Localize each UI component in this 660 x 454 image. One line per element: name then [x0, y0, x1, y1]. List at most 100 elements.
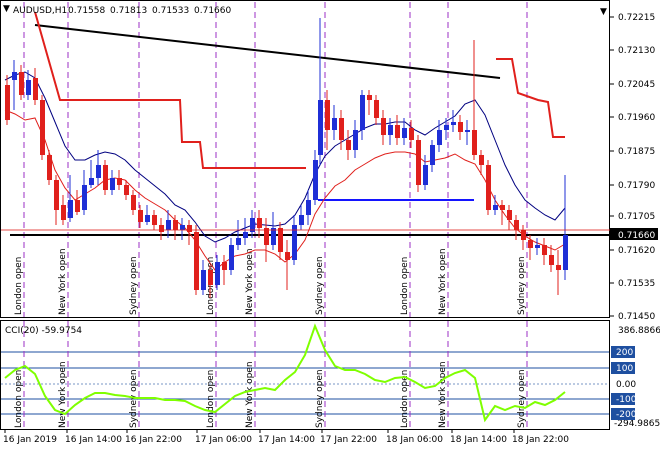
- candle[interactable]: [26, 70, 31, 100]
- candle[interactable]: [271, 212, 276, 250]
- candle[interactable]: [444, 118, 449, 140]
- candle[interactable]: [12, 60, 17, 110]
- candle[interactable]: [423, 155, 428, 190]
- candle[interactable]: [68, 175, 73, 222]
- candle[interactable]: [486, 160, 491, 215]
- candle[interactable]: [542, 238, 547, 265]
- candle[interactable]: [332, 105, 337, 140]
- candle[interactable]: [374, 95, 379, 125]
- candle[interactable]: [430, 140, 435, 172]
- cci-tick-label: -200: [616, 410, 637, 420]
- candles[interactable]: [5, 18, 568, 298]
- candle[interactable]: [278, 222, 283, 260]
- candle[interactable]: [33, 68, 38, 105]
- candle[interactable]: [325, 90, 330, 150]
- candle[interactable]: [416, 135, 421, 192]
- candle[interactable]: [367, 90, 372, 115]
- candle[interactable]: [208, 265, 213, 298]
- candle[interactable]: [54, 175, 59, 225]
- candle[interactable]: [535, 238, 540, 255]
- candle-body: [278, 228, 283, 252]
- candle[interactable]: [117, 170, 122, 190]
- candle[interactable]: [306, 190, 311, 225]
- candle-body: [306, 200, 311, 215]
- candle-body: [117, 178, 122, 185]
- candle[interactable]: [194, 225, 199, 295]
- candle[interactable]: [388, 118, 393, 145]
- candle-body: [5, 85, 10, 120]
- candle[interactable]: [19, 65, 24, 100]
- candle[interactable]: [124, 180, 129, 200]
- cci-max-label: 386.8866: [618, 326, 660, 336]
- candle[interactable]: [402, 118, 407, 145]
- candle[interactable]: [173, 215, 178, 240]
- candle[interactable]: [215, 255, 220, 290]
- candle-body: [243, 232, 248, 238]
- candle[interactable]: [292, 215, 297, 265]
- candle[interactable]: [556, 250, 561, 295]
- candle[interactable]: [47, 150, 52, 185]
- candle[interactable]: [479, 150, 484, 175]
- candle[interactable]: [500, 200, 505, 225]
- candle[interactable]: [145, 205, 150, 225]
- candle[interactable]: [313, 150, 318, 205]
- candle[interactable]: [236, 220, 241, 250]
- red-step-line: [34, 11, 306, 169]
- candle[interactable]: [187, 220, 192, 245]
- candle[interactable]: [96, 150, 101, 185]
- candle[interactable]: [250, 210, 255, 238]
- candle[interactable]: [229, 238, 234, 275]
- candle[interactable]: [222, 255, 227, 285]
- candle[interactable]: [507, 205, 512, 230]
- chart-menu-triangle[interactable]: ▼: [3, 4, 10, 14]
- candle[interactable]: [339, 110, 344, 150]
- candle[interactable]: [89, 160, 94, 188]
- session-label: London open: [400, 257, 410, 315]
- candle[interactable]: [264, 218, 269, 262]
- candle[interactable]: [75, 190, 80, 215]
- candle[interactable]: [528, 235, 533, 260]
- candle[interactable]: [131, 190, 136, 215]
- candle[interactable]: [549, 245, 554, 272]
- candle[interactable]: [299, 205, 304, 230]
- candle[interactable]: [409, 120, 414, 148]
- candle[interactable]: [514, 215, 519, 240]
- candle[interactable]: [451, 110, 456, 132]
- candle[interactable]: [5, 75, 10, 125]
- candle[interactable]: [437, 120, 442, 152]
- trendline[interactable]: [34, 24, 501, 79]
- candle[interactable]: [243, 218, 248, 245]
- candle[interactable]: [346, 130, 351, 160]
- candle[interactable]: [521, 225, 526, 250]
- red-step-line-2: [496, 58, 565, 138]
- candle[interactable]: [563, 175, 568, 280]
- candle[interactable]: [493, 195, 498, 215]
- candle[interactable]: [381, 110, 386, 145]
- candle[interactable]: [180, 218, 185, 240]
- candle[interactable]: [458, 115, 463, 140]
- chart-scroll-triangle[interactable]: ▼: [600, 7, 607, 17]
- candle[interactable]: [159, 218, 164, 240]
- candle[interactable]: [152, 210, 157, 230]
- candle-body: [173, 220, 178, 230]
- candle-body: [549, 255, 554, 265]
- candle[interactable]: [82, 170, 87, 215]
- candle[interactable]: [472, 40, 477, 160]
- candle[interactable]: [110, 170, 115, 195]
- candle[interactable]: [201, 260, 206, 295]
- candle[interactable]: [40, 95, 45, 160]
- candle[interactable]: [257, 210, 262, 238]
- candle[interactable]: [353, 120, 358, 158]
- cci-line: [4, 323, 566, 423]
- candle[interactable]: [166, 210, 171, 238]
- candle[interactable]: [103, 160, 108, 195]
- candle[interactable]: [318, 18, 323, 165]
- candle[interactable]: [395, 115, 400, 145]
- candle[interactable]: [138, 205, 143, 228]
- candle[interactable]: [61, 195, 66, 225]
- candle[interactable]: [285, 240, 290, 290]
- candle[interactable]: [465, 120, 470, 145]
- candle[interactable]: [360, 90, 365, 140]
